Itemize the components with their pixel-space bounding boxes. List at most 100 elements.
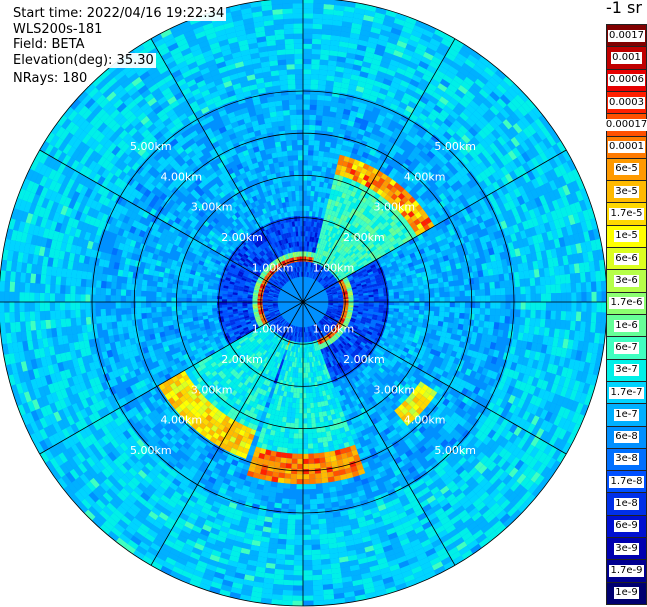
- range-gate-cell: [307, 428, 313, 434]
- range-gate-cell: [425, 162, 434, 171]
- range-gate-cell: [308, 267, 311, 273]
- range-gate-cell: [317, 94, 325, 101]
- range-gate-cell: [309, 397, 314, 403]
- range-gate-cell: [515, 286, 521, 295]
- range-gate-cell: [339, 197, 345, 204]
- range-gate-cell: [325, 80, 334, 87]
- range-gate-cell: [305, 367, 308, 373]
- range-gate-cell: [325, 512, 334, 519]
- range-gate-cell: [377, 130, 386, 139]
- range-gate-cell: [569, 320, 576, 331]
- range-gate-cell: [439, 306, 445, 312]
- range-gate-cell: [365, 104, 374, 112]
- range-gate-cell: [324, 263, 329, 269]
- range-gate-cell: [336, 268, 342, 273]
- range-gate-cell: [475, 302, 481, 309]
- range-gate-cell: [307, 266, 310, 273]
- range-gate-cell: [373, 80, 383, 88]
- range-gate-cell: [311, 554, 321, 561]
- range-gate-cell: [333, 9, 344, 17]
- range-gate-cell: [399, 155, 408, 163]
- range-gate-cell: [424, 24, 437, 34]
- range-gate-cell: [580, 311, 587, 322]
- range-gate-cell: [310, 246, 313, 253]
- range-gate-cell: [475, 295, 481, 302]
- range-gate-cell: [329, 248, 334, 254]
- range-gate-cell: [518, 271, 525, 280]
- range-gate-cell: [320, 543, 329, 550]
- range-gate-cell: [318, 523, 327, 530]
- range-gate-cell: [488, 321, 495, 329]
- range-gate-cell: [385, 41, 397, 50]
- range-gate-cell: [310, 190, 315, 197]
- range-gate-cell: [333, 190, 339, 196]
- range-gate-cell: [353, 159, 360, 166]
- range-gate-cell: [486, 95, 497, 106]
- range-gate-cell: [515, 294, 521, 302]
- range-gate-cell: [309, 211, 313, 217]
- range-gate-cell: [315, 176, 321, 182]
- range-gate-cell: [384, 14, 396, 23]
- range-gate-cell: [469, 313, 475, 320]
- range-gate-cell: [338, 255, 344, 261]
- range-gate-cell: [335, 252, 341, 259]
- range-gate-cell: [561, 302, 567, 312]
- range-gate-cell: [576, 292, 582, 302]
- range-gate-cell: [316, 99, 325, 106]
- range-gate-cell: [329, 106, 338, 113]
- range-gate-cell: [539, 276, 546, 286]
- range-gate-cell: [465, 117, 476, 128]
- range-gate-cell: [318, 265, 322, 271]
- range-gate-cell: [444, 87, 455, 98]
- range-gate-cell: [348, 303, 354, 306]
- range-gate-cell: [338, 236, 344, 242]
- range-gate-cell: [326, 522, 335, 529]
- range-gate-cell: [359, 240, 365, 246]
- range-gate-cell: [357, 194, 364, 202]
- range-gate-cell: [303, 155, 309, 161]
- range-gate-cell: [345, 125, 354, 132]
- range-gate-cell: [310, 226, 314, 232]
- range-gate-cell: [335, 259, 341, 265]
- range-gate-cell: [575, 321, 581, 332]
- range-gate-cell: [330, 249, 336, 255]
- range-gate-cell: [398, 291, 404, 296]
- range-gate-cell: [374, 12, 386, 20]
- range-gate-cell: [323, 262, 328, 268]
- range-gate-cell: [490, 302, 496, 309]
- range-gate-cell: [457, 138, 467, 148]
- range-gate-cell: [515, 302, 521, 310]
- range-gate-cell: [327, 532, 337, 539]
- range-gate-cell: [474, 133, 484, 143]
- range-gate-cell: [327, 183, 333, 189]
- range-gate-cell: [308, 221, 312, 227]
- range-gate-cell: [315, 227, 319, 233]
- range-gate-cell: [421, 108, 431, 118]
- range-gate-cell: [432, 278, 439, 284]
- range-gate-cell: [418, 150, 427, 159]
- range-gate-cell: [377, 92, 387, 101]
- range-gate-cell: [327, 537, 337, 544]
- range-gate-cell: [329, 147, 336, 154]
- range-gate-cell: [303, 165, 308, 171]
- range-gate-cell: [313, 8, 324, 15]
- range-gate-cell: [311, 267, 314, 274]
- range-gate-cell: [322, 274, 327, 280]
- range-gate-cell: [529, 317, 536, 327]
- range-gate-cell: [312, 569, 323, 576]
- range-gate-cell: [355, 243, 362, 250]
- range-gate-cell: [469, 113, 479, 124]
- range-gate-cell: [409, 294, 415, 299]
- range-gate-cell: [395, 89, 406, 98]
- range-gate-cell: [303, 205, 307, 211]
- range-gate-cell: [313, 595, 324, 601]
- range-gate-cell: [343, 67, 353, 75]
- range-gate-cell: [353, 121, 361, 129]
- range-gate-cell: [362, 19, 373, 27]
- range-gate-cell: [334, 117, 342, 124]
- range-gate-cell: [368, 220, 375, 227]
- range-gate-cell: [334, 233, 339, 240]
- range-gate-cell: [303, 185, 308, 191]
- range-gate-cell: [585, 311, 592, 323]
- range-gate-cell: [321, 120, 329, 127]
